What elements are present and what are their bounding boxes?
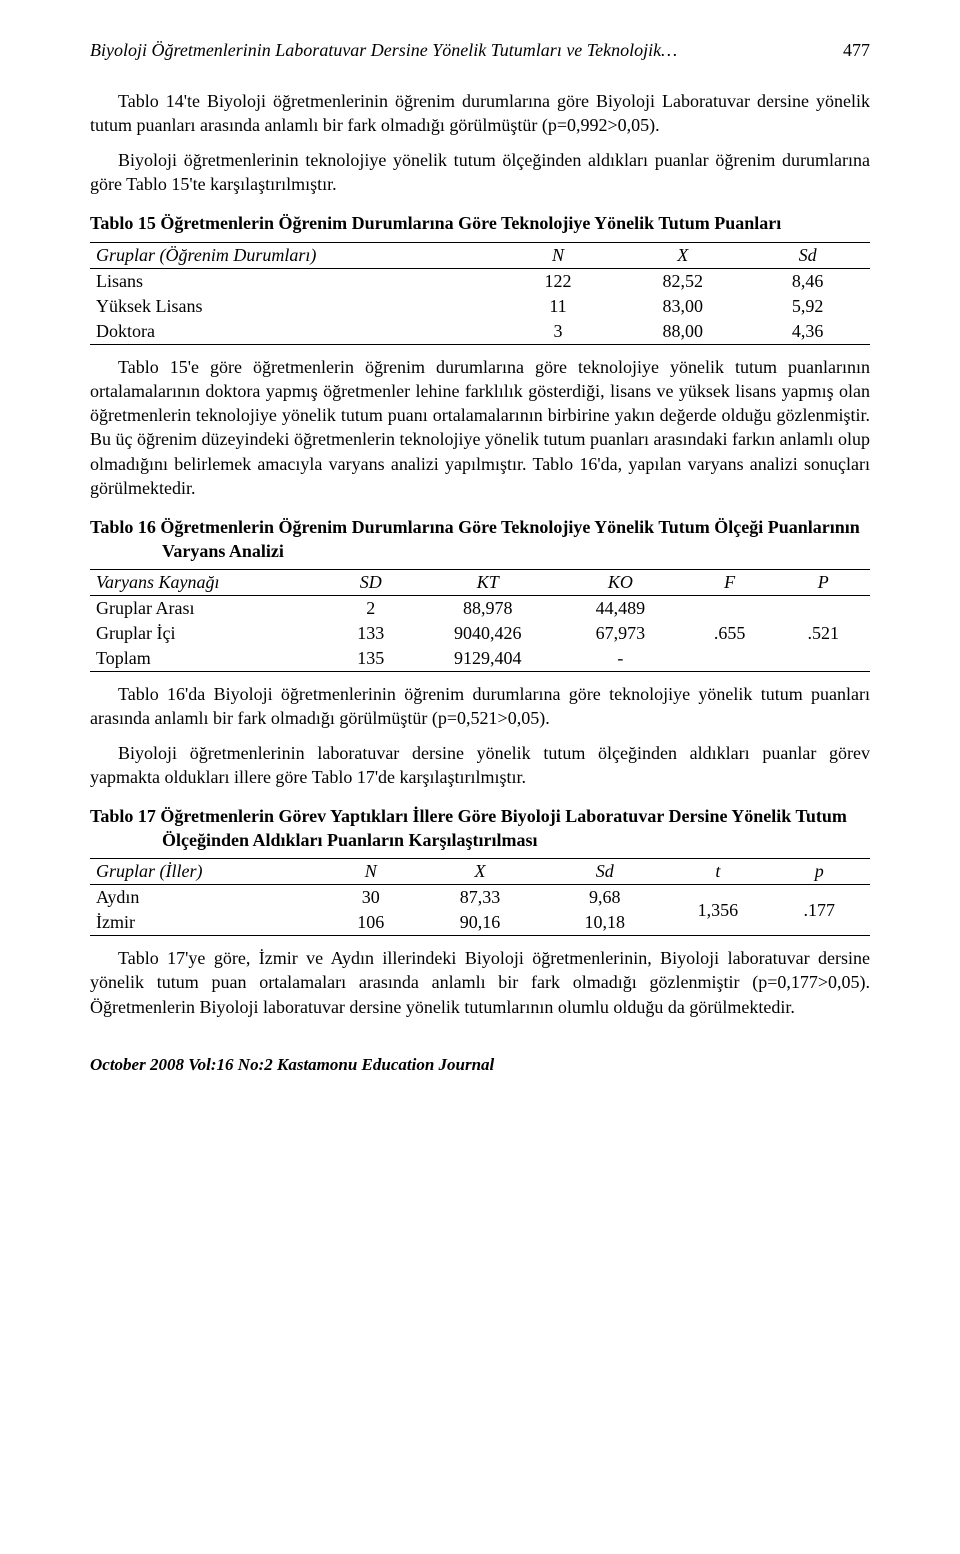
cell: 90,16 — [418, 910, 543, 936]
cell: Gruplar İçi — [90, 621, 324, 646]
col-header: SD — [324, 570, 418, 596]
cell: 3 — [496, 319, 621, 345]
cell: 83,00 — [620, 294, 745, 319]
footer: October 2008 Vol:16 No:2 Kastamonu Educa… — [90, 1055, 870, 1075]
cell: 9040,426 — [418, 621, 558, 646]
cell: 44,489 — [558, 596, 683, 622]
col-header: Sd — [542, 859, 667, 885]
page-container: Biyoloji Öğretmenlerinin Laboratuvar Der… — [0, 0, 960, 1125]
running-head: Biyoloji Öğretmenlerinin Laboratuvar Der… — [90, 40, 870, 61]
table-row: Lisans 122 82,52 8,46 — [90, 268, 870, 294]
cell: 82,52 — [620, 268, 745, 294]
table17: Gruplar (İller) N X Sd t p Aydın 30 87,3… — [90, 858, 870, 936]
cell: 87,33 — [418, 885, 543, 911]
table-row: Doktora 3 88,00 4,36 — [90, 319, 870, 345]
cell: 30 — [324, 885, 418, 911]
table-row: Aydın 30 87,33 9,68 1,356 .177 — [90, 885, 870, 911]
cell-merged-p: .521 — [776, 596, 870, 672]
col-header: p — [769, 859, 870, 885]
cell-merged-f: .655 — [683, 596, 777, 672]
cell: 9,68 — [542, 885, 667, 911]
cell: 11 — [496, 294, 621, 319]
cell: Lisans — [90, 268, 496, 294]
table15: Gruplar (Öğrenim Durumları) N X Sd Lisan… — [90, 242, 870, 345]
col-header: KO — [558, 570, 683, 596]
table-row: Gruplar (Öğrenim Durumları) N X Sd — [90, 242, 870, 268]
cell: 106 — [324, 910, 418, 936]
paragraph-1: Tablo 14'te Biyoloji öğretmenlerinin öğr… — [90, 89, 870, 138]
cell-merged-t: 1,356 — [667, 885, 768, 936]
col-header: Varyans Kaynağı — [90, 570, 324, 596]
col-header: X — [418, 859, 543, 885]
col-header: P — [776, 570, 870, 596]
cell: 9129,404 — [418, 646, 558, 672]
col-header: X — [620, 242, 745, 268]
col-header: Gruplar (İller) — [90, 859, 324, 885]
col-header: t — [667, 859, 768, 885]
table16-title: Tablo 16 Öğretmenlerin Öğrenim Durumları… — [90, 516, 870, 563]
col-header: Gruplar (Öğrenim Durumları) — [90, 242, 496, 268]
table-row: Gruplar (İller) N X Sd t p — [90, 859, 870, 885]
cell: 2 — [324, 596, 418, 622]
cell: Toplam — [90, 646, 324, 672]
table15-title: Tablo 15 Öğretmenlerin Öğrenim Durumları… — [90, 212, 870, 235]
col-header: N — [496, 242, 621, 268]
col-header: KT — [418, 570, 558, 596]
cell: - — [558, 646, 683, 672]
paragraph-5: Biyoloji öğretmenlerinin laboratuvar der… — [90, 741, 870, 790]
cell: 5,92 — [745, 294, 870, 319]
cell-merged-p: .177 — [769, 885, 870, 936]
cell: 122 — [496, 268, 621, 294]
running-head-title: Biyoloji Öğretmenlerinin Laboratuvar Der… — [90, 40, 677, 61]
col-header: N — [324, 859, 418, 885]
cell: 88,978 — [418, 596, 558, 622]
cell: Yüksek Lisans — [90, 294, 496, 319]
cell: 67,973 — [558, 621, 683, 646]
table-row: Yüksek Lisans 11 83,00 5,92 — [90, 294, 870, 319]
cell: Doktora — [90, 319, 496, 345]
paragraph-4: Tablo 16'da Biyoloji öğretmenlerinin öğr… — [90, 682, 870, 731]
cell: 4,36 — [745, 319, 870, 345]
table-row: Gruplar Arası 2 88,978 44,489 .655 .521 — [90, 596, 870, 622]
col-header: Sd — [745, 242, 870, 268]
cell: Gruplar Arası — [90, 596, 324, 622]
paragraph-2: Biyoloji öğretmenlerinin teknolojiye yön… — [90, 148, 870, 197]
cell: 135 — [324, 646, 418, 672]
page-number: 477 — [843, 40, 870, 61]
cell: Aydın — [90, 885, 324, 911]
paragraph-3: Tablo 15'e göre öğretmenlerin öğrenim du… — [90, 355, 870, 501]
cell: 10,18 — [542, 910, 667, 936]
table-row: Varyans Kaynağı SD KT KO F P — [90, 570, 870, 596]
cell: 88,00 — [620, 319, 745, 345]
col-header: F — [683, 570, 777, 596]
cell: 8,46 — [745, 268, 870, 294]
table17-title: Tablo 17 Öğretmenlerin Görev Yaptıkları … — [90, 805, 870, 852]
table16: Varyans Kaynağı SD KT KO F P Gruplar Ara… — [90, 569, 870, 672]
cell: 133 — [324, 621, 418, 646]
paragraph-6: Tablo 17'ye göre, İzmir ve Aydın illerin… — [90, 946, 870, 1019]
cell: İzmir — [90, 910, 324, 936]
